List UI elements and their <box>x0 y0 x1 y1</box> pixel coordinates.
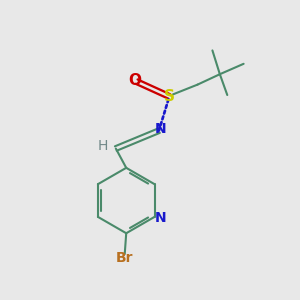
Text: N: N <box>154 122 166 136</box>
Text: H: H <box>97 139 108 152</box>
Text: O: O <box>129 73 142 88</box>
Text: Br: Br <box>116 251 134 266</box>
Text: S: S <box>164 89 175 104</box>
Text: N: N <box>155 212 166 225</box>
